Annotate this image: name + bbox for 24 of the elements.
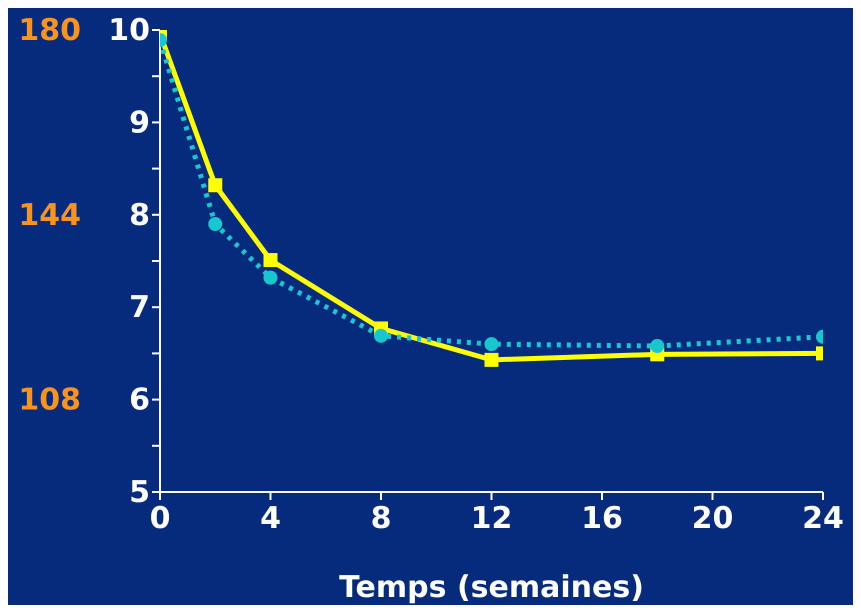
point: [208, 178, 222, 192]
point: [208, 217, 222, 232]
x-tick-label: 4: [260, 501, 281, 536]
y-tick-label: 10: [108, 13, 150, 48]
y-tick-label: 5: [129, 475, 150, 510]
x-tick-label: 0: [150, 501, 170, 536]
point: [484, 352, 498, 367]
x-tick-label: 8: [370, 501, 392, 536]
x-tick-label: 12: [470, 501, 512, 536]
y-tick-label: 9: [129, 105, 150, 140]
y-tick-label: 7: [129, 290, 150, 326]
y2-tick-label: 144: [18, 198, 81, 233]
x-tick-label: 24: [802, 501, 844, 536]
point: [264, 253, 278, 268]
x-tick-label: 16: [581, 501, 623, 536]
point: [374, 328, 388, 343]
y-tick-label: 6: [129, 382, 150, 418]
y-tick-label: 8: [129, 198, 150, 233]
point: [484, 337, 498, 352]
x-tick-label: 20: [692, 501, 734, 536]
y2-tick-label: 108: [18, 382, 81, 418]
y2-tick-label: 180: [18, 13, 81, 48]
x-axis-title: Temps (semaines): [339, 570, 644, 605]
point: [264, 270, 278, 285]
